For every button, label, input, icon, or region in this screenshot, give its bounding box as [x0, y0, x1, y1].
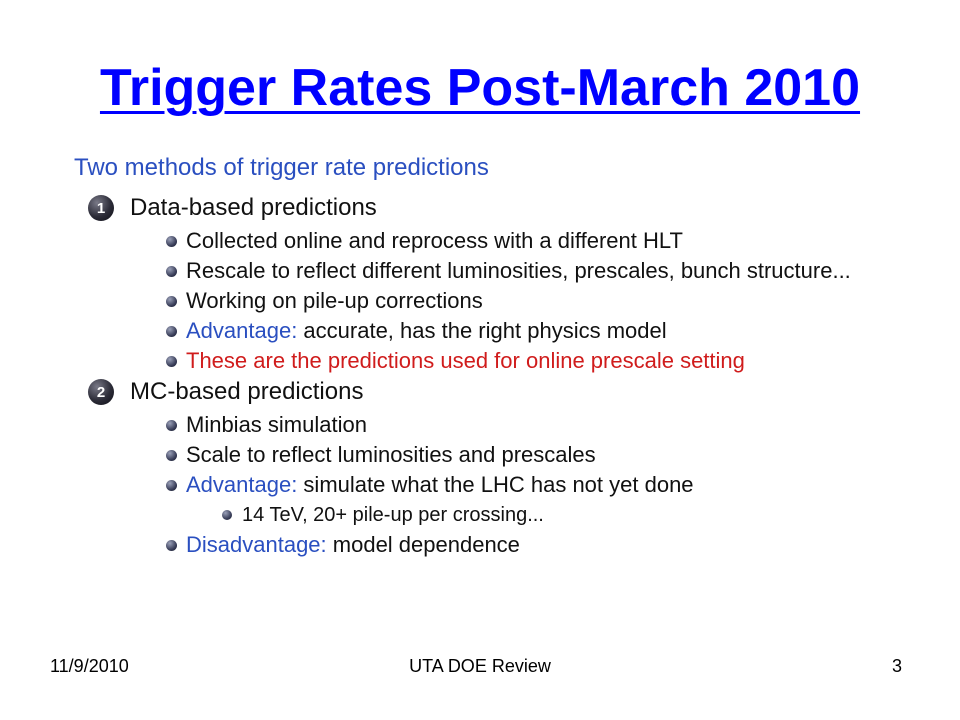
- bullet-dot-icon: [166, 236, 177, 247]
- section-header: 2 MC-based predictions: [88, 376, 874, 408]
- bullet-item-highlight: These are the predictions used for onlin…: [166, 346, 874, 376]
- bullet-dot-icon: [166, 540, 177, 551]
- bullet-dot-icon: [222, 510, 232, 520]
- bullet-text: Working on pile-up corrections: [186, 288, 483, 313]
- advantage-label: Advantage:: [186, 318, 298, 343]
- bullet-item: Minbias simulation: [166, 410, 874, 440]
- bullet-item: Scale to reflect luminosities and presca…: [166, 440, 874, 470]
- sub-bullet-item: 14 TeV, 20+ pile-up per crossing...: [222, 500, 874, 530]
- section-data-based: 1 Data-based predictions Collected onlin…: [88, 192, 874, 376]
- section-title: Data-based predictions: [130, 194, 377, 221]
- bullet-dot-icon: [166, 296, 177, 307]
- section-title: MC-based predictions: [130, 378, 364, 405]
- bullet-dot-icon: [166, 480, 177, 491]
- bullet-text: Minbias simulation: [186, 412, 367, 437]
- sub-bullet-list: 14 TeV, 20+ pile-up per crossing...: [186, 500, 874, 530]
- bullet-dot-icon: [166, 450, 177, 461]
- bullet-item: Advantage: simulate what the LHC has not…: [166, 470, 874, 530]
- footer-page-number: 3: [891, 656, 902, 676]
- number-ball-icon: 2: [88, 379, 114, 405]
- slide-content: Two methods of trigger rate predictions …: [74, 154, 874, 560]
- bullet-text: accurate, has the right physics model: [297, 318, 667, 343]
- bullet-list: Collected online and reprocess with a di…: [88, 226, 874, 376]
- bullet-text: Scale to reflect luminosities and presca…: [186, 442, 596, 467]
- methods-heading: Two methods of trigger rate predictions: [74, 154, 489, 181]
- sub-bullet-text: 14 TeV, 20+ pile-up per crossing...: [242, 504, 544, 526]
- bullet-dot-icon: [166, 356, 177, 367]
- section-header: 1 Data-based predictions: [88, 192, 874, 224]
- bullet-text: Rescale to reflect different luminositie…: [186, 258, 851, 283]
- bullet-item: Collected online and reprocess with a di…: [166, 226, 874, 256]
- bullet-text: These are the predictions used for onlin…: [186, 348, 745, 373]
- disadvantage-label: Disadvantage:: [186, 532, 327, 557]
- number-ball-icon: 1: [88, 195, 114, 221]
- bullet-item: Rescale to reflect different luminositie…: [166, 256, 874, 286]
- bullet-text: simulate what the LHC has not yet done: [297, 472, 694, 497]
- footer-date: 11/9/2010: [50, 656, 129, 676]
- bullet-text: Collected online and reprocess with a di…: [186, 228, 683, 253]
- bullet-dot-icon: [166, 266, 177, 277]
- bullet-item: Disadvantage: model dependence: [166, 530, 874, 560]
- section-mc-based: 2 MC-based predictions Minbias simulatio…: [88, 376, 874, 560]
- bullet-text: model dependence: [326, 532, 520, 557]
- bullet-list: Minbias simulation Scale to reflect lumi…: [88, 410, 874, 560]
- advantage-label: Advantage:: [186, 472, 298, 497]
- bullet-dot-icon: [166, 326, 177, 337]
- bullet-dot-icon: [166, 420, 177, 431]
- slide-title: Trigger Rates Post-March 2010: [99, 59, 861, 117]
- footer-event: UTA DOE Review: [409, 656, 551, 676]
- bullet-item: Working on pile-up corrections: [166, 286, 874, 316]
- bullet-item: Advantage: accurate, has the right physi…: [166, 316, 874, 346]
